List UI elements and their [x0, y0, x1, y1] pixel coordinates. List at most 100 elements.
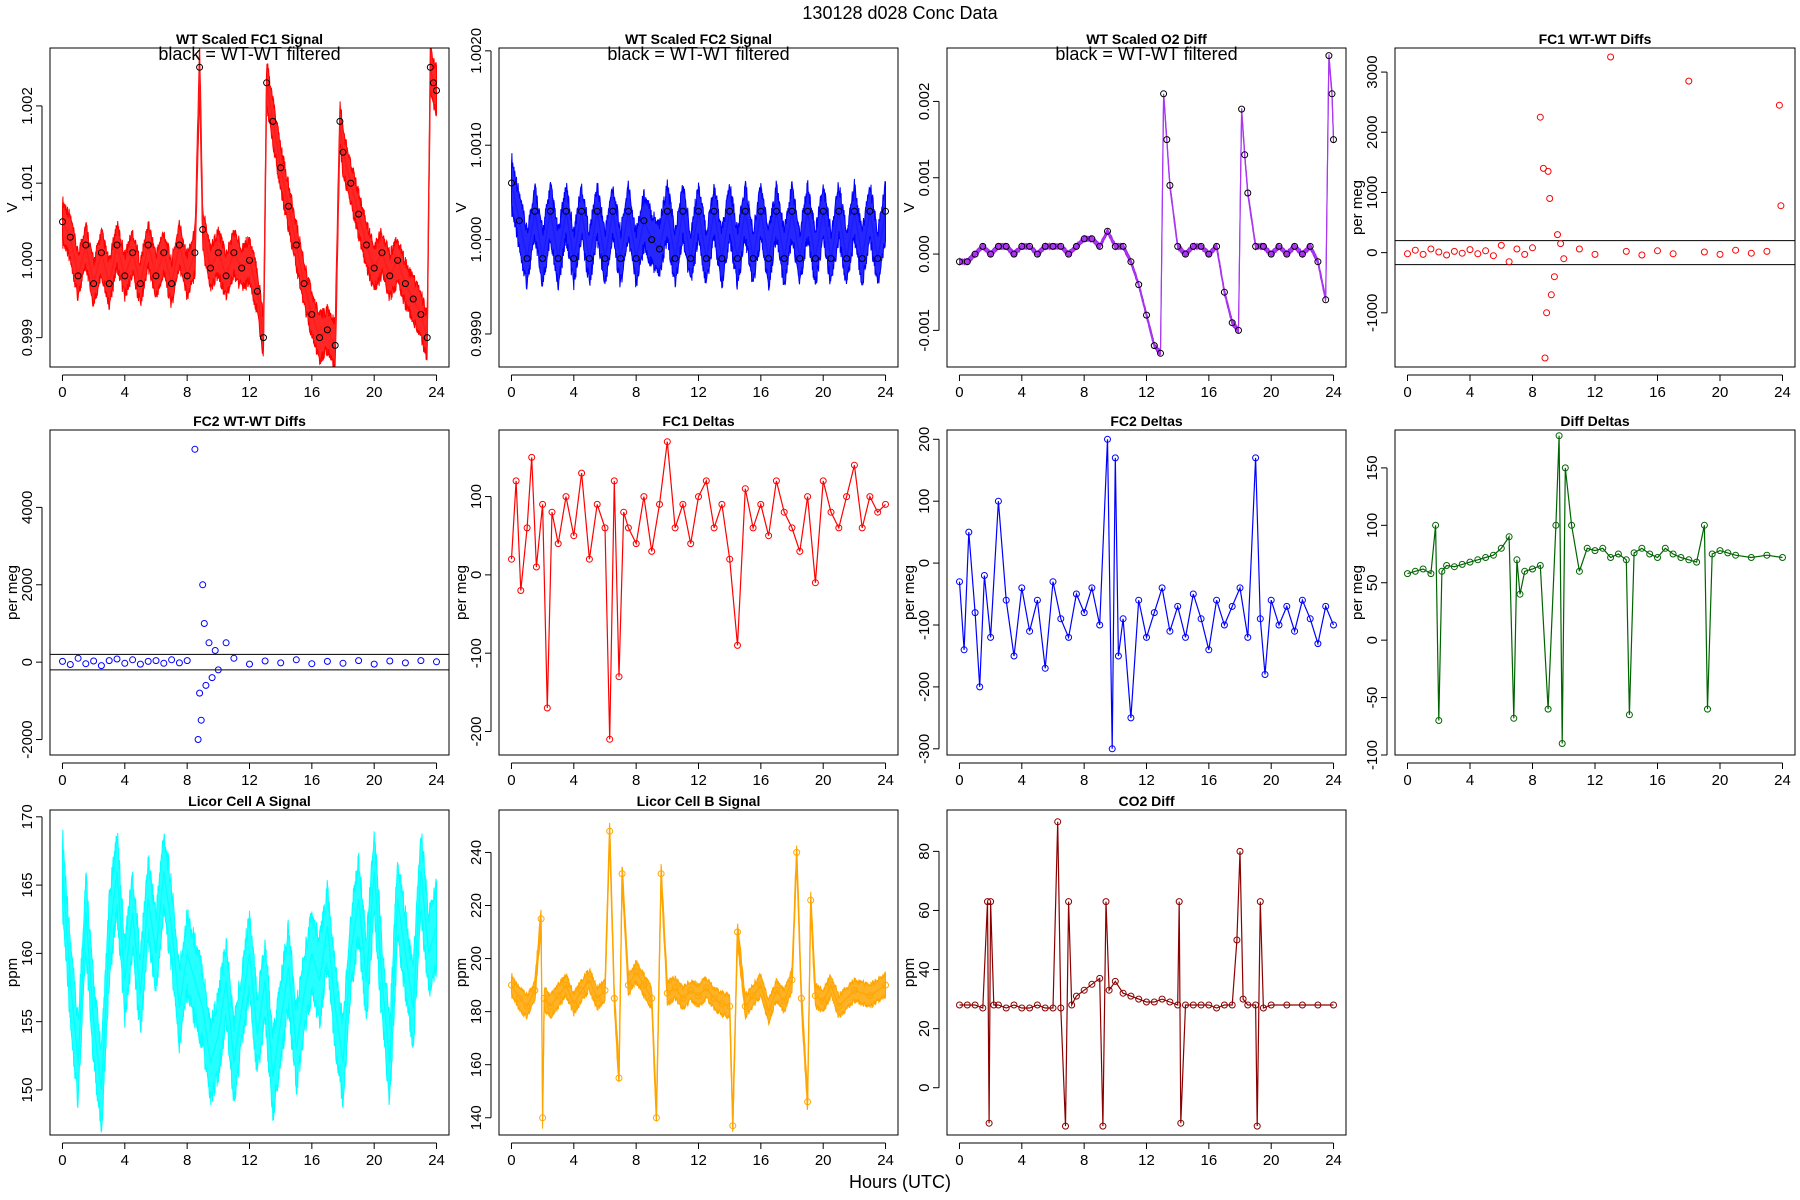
data-point — [850, 461, 858, 469]
data-point — [339, 148, 347, 156]
data-point — [1513, 245, 1521, 253]
plot-frame — [498, 809, 899, 1136]
data-point — [734, 255, 741, 262]
data-point — [1010, 250, 1018, 258]
data-point — [610, 477, 618, 485]
data-point — [1213, 242, 1221, 250]
data-point — [1283, 1001, 1291, 1009]
x-tick-label: 8 — [632, 384, 640, 401]
data-point — [1108, 745, 1116, 753]
data-point — [648, 236, 656, 244]
data-point — [331, 341, 339, 349]
data-point — [1561, 464, 1569, 472]
data-point — [1065, 633, 1073, 641]
chart-panel-p3: WT Scaled O2 Diff 0 4 8 12 16 20 24 -0.001 0.000 0… — [901, 31, 1347, 401]
panel-title: CO2 Diff — [1119, 793, 1175, 809]
data-point — [1150, 609, 1158, 617]
data-point — [277, 659, 285, 667]
data-point — [609, 207, 617, 215]
data-point — [1700, 521, 1708, 529]
data-point — [515, 217, 523, 225]
data-point — [136, 280, 144, 288]
x-tick-label: 24 — [428, 772, 445, 789]
y-tick-label: 0 — [916, 1084, 933, 1092]
y-axis-label: ppm — [901, 958, 918, 987]
data-point — [1685, 556, 1693, 564]
data-point — [1513, 556, 1521, 564]
data-point — [1314, 640, 1322, 648]
data-point — [601, 986, 609, 994]
panel-title: WT Scaled FC1 Signal — [176, 31, 323, 47]
plot-area — [1395, 53, 1795, 362]
y-axis-label: per meg — [901, 565, 918, 620]
y-tick-label: 1.0000 — [468, 217, 485, 263]
data-point — [129, 249, 137, 257]
data-point — [663, 438, 671, 446]
x-tick-label: 12 — [241, 1152, 258, 1169]
chart-panel-p4: FC1 WT-WT Diffs 0 4 8 12 16 20 24 -1000 0 1000 2000… — [1349, 31, 1796, 401]
data-point — [1096, 242, 1104, 250]
data-point — [601, 255, 609, 262]
data-point — [1669, 550, 1677, 558]
data-point — [1135, 281, 1143, 289]
data-point — [807, 896, 815, 904]
data-point — [1182, 633, 1189, 641]
data-point — [1704, 705, 1711, 713]
data-point — [1197, 1001, 1205, 1009]
data-point — [819, 997, 827, 1005]
x-tick-label: 12 — [1138, 384, 1155, 401]
x-tick-label: 4 — [121, 772, 129, 789]
data-point — [648, 547, 656, 555]
y-tick-label: -100 — [468, 638, 485, 668]
data-point — [152, 657, 160, 665]
data-point — [82, 241, 90, 249]
y-tick-label: 4000 — [19, 491, 36, 524]
series-line — [510, 831, 886, 1126]
data-point — [772, 207, 780, 215]
series-line — [1407, 435, 1783, 744]
data-point — [663, 207, 671, 215]
data-point — [1189, 242, 1197, 250]
data-point — [1427, 570, 1435, 578]
plot-area — [508, 822, 889, 1133]
data-point — [1322, 296, 1330, 304]
data-point — [194, 736, 202, 743]
data-point — [370, 660, 378, 668]
data-point — [1560, 255, 1568, 263]
data-point — [1233, 936, 1241, 944]
data-point — [1438, 567, 1446, 575]
y-axis-label: per meg — [4, 565, 21, 620]
data-point — [168, 656, 176, 664]
data-point — [593, 994, 601, 1002]
x-tick-label: 20 — [366, 384, 383, 401]
data-point — [1175, 898, 1183, 906]
data-point — [1419, 250, 1427, 258]
plot-frame — [49, 429, 450, 756]
data-point — [811, 992, 819, 1000]
data-point — [394, 256, 402, 264]
data-point — [90, 280, 98, 288]
data-point — [1516, 590, 1524, 598]
x-tick-label: 12 — [241, 772, 258, 789]
data-point — [1160, 90, 1168, 98]
data-point — [523, 1002, 531, 1010]
data-point — [1554, 231, 1561, 239]
data-point — [1174, 242, 1182, 250]
data-point — [606, 827, 614, 835]
y-axis-label: ppm — [453, 958, 470, 987]
data-point — [1205, 1001, 1213, 1009]
x-tick-label: 12 — [1138, 1152, 1155, 1169]
data-point — [160, 659, 168, 667]
y-axis-label: V — [4, 202, 21, 212]
plot-frame — [946, 429, 1347, 756]
data-point — [214, 249, 222, 257]
x-axis: 0 4 8 12 16 20 24 — [507, 1142, 894, 1169]
data-point — [780, 997, 788, 1005]
data-point — [1614, 550, 1622, 558]
data-point — [620, 508, 628, 516]
data-point — [1143, 998, 1150, 1006]
x-tick-label: 24 — [877, 772, 894, 789]
data-point — [687, 540, 695, 548]
data-point — [1041, 1004, 1049, 1012]
data-point — [1080, 609, 1088, 617]
